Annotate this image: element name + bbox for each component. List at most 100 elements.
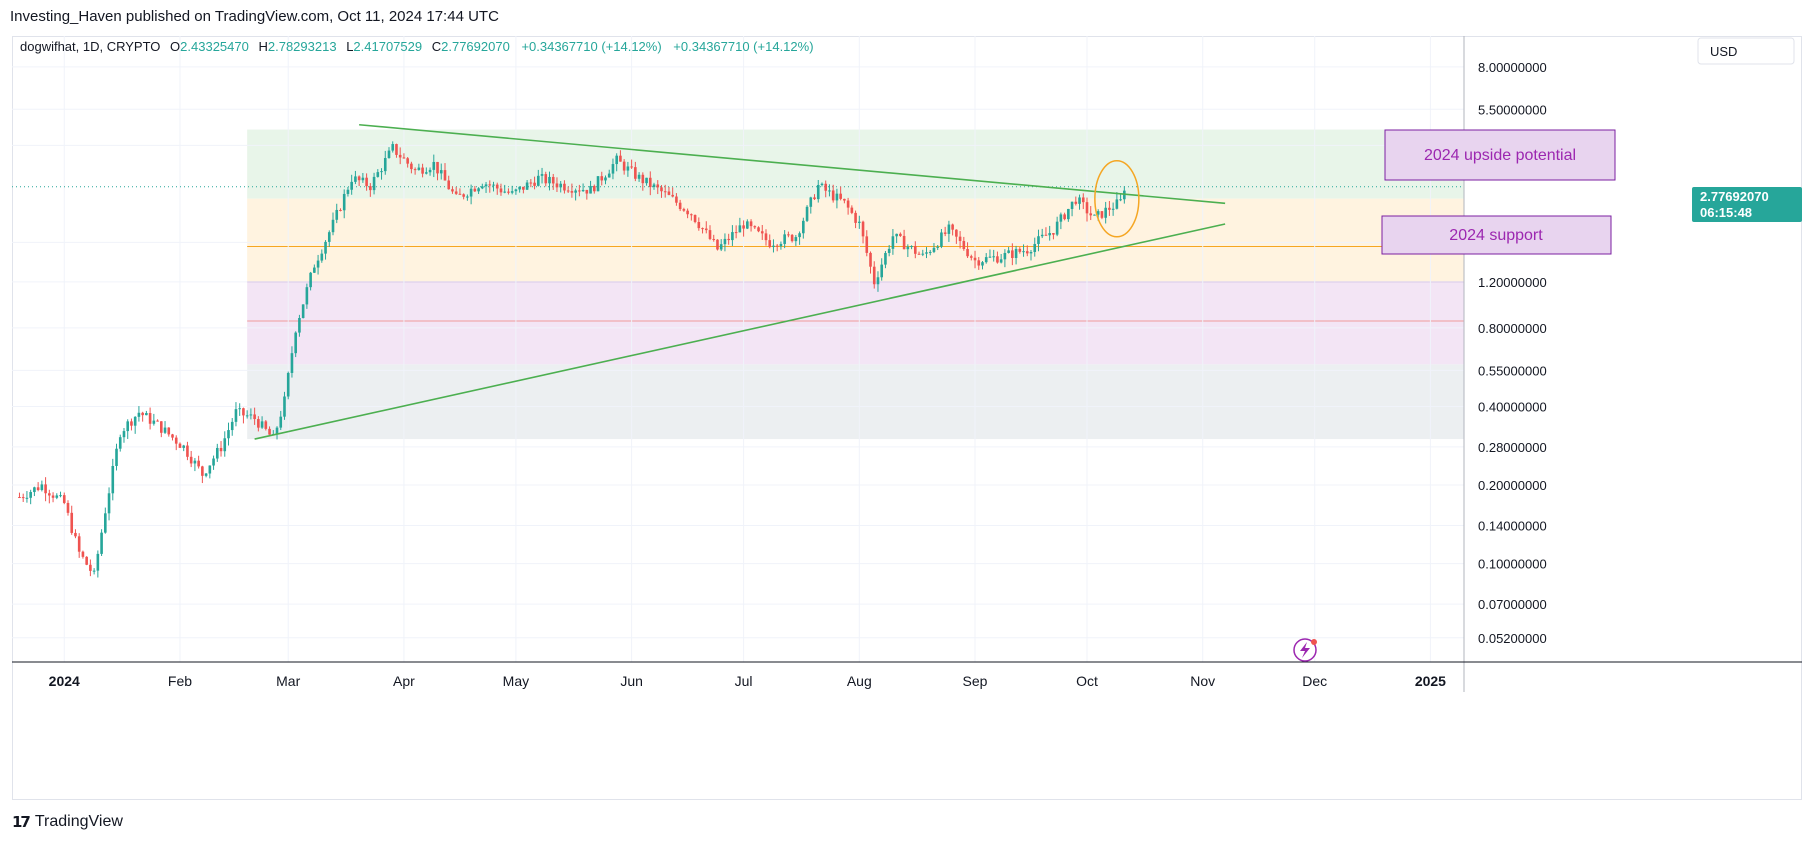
candle-body — [876, 277, 880, 285]
candle-body — [1089, 213, 1093, 216]
candle-body — [305, 287, 309, 305]
publish-header: Investing_Haven published on TradingView… — [10, 8, 499, 25]
y-tick-label: 0.14000000 — [1478, 518, 1547, 533]
trendline-1 — [254, 223, 1226, 440]
candle-body — [201, 466, 204, 476]
candle-body — [1022, 251, 1025, 253]
candle-body — [895, 233, 898, 237]
upside-potential-box[interactable]: 2024 upside potential — [1384, 129, 1616, 181]
chart-frame — [12, 36, 1802, 800]
candle-body — [260, 421, 264, 428]
candle-body — [802, 220, 805, 234]
candle-body — [447, 180, 451, 190]
candle-body — [182, 445, 186, 448]
x-tick-label: Oct — [1076, 673, 1098, 689]
candle-body — [264, 421, 268, 429]
candle-body — [178, 443, 182, 448]
lightning-icon[interactable] — [1293, 638, 1317, 662]
candle-body — [514, 189, 518, 192]
candle-body — [413, 169, 417, 171]
currency-button[interactable]: USD — [1697, 37, 1795, 65]
candle-body — [324, 241, 327, 254]
candle-body — [559, 183, 563, 188]
x-tick-label: Aug — [847, 673, 872, 689]
x-tick-label: Jul — [735, 673, 753, 689]
legend-open: 2.43325470 — [180, 39, 249, 54]
y-tick-label: 1.20000000 — [1478, 275, 1547, 290]
price-chart[interactable]: 2024 Feb Mar Apr May Jun Jul Aug Sep Oct Nov Dec 202… — [12, 36, 1802, 800]
candle-body — [996, 256, 999, 263]
x-tick-label: Sep — [963, 673, 988, 689]
candle-body — [372, 176, 376, 191]
candle-body — [570, 191, 574, 193]
candle-body — [227, 430, 230, 439]
candle-body — [1119, 199, 1122, 201]
candle-body — [619, 155, 622, 162]
candle-body — [92, 570, 96, 572]
candle-body — [719, 244, 723, 250]
x-tick-label: Nov — [1190, 673, 1215, 689]
candle-body — [1025, 251, 1029, 254]
breakout-circle — [1094, 159, 1140, 238]
candle-body — [902, 235, 906, 250]
candle-body — [361, 177, 365, 181]
candle-body — [59, 495, 62, 497]
candle-body — [286, 372, 290, 397]
candle-body — [604, 177, 607, 181]
candle-body — [335, 209, 339, 220]
candle-body — [268, 428, 271, 435]
y-tick-label: 0.80000000 — [1478, 321, 1547, 336]
candle-body — [249, 414, 253, 416]
candle-body — [693, 214, 697, 223]
candle-body — [290, 353, 294, 373]
legend-low: 2.41707529 — [353, 39, 422, 54]
candle-body — [320, 253, 324, 261]
legend-symbol: dogwifhat, 1D, CRYPTO — [20, 39, 160, 54]
candle-body — [969, 256, 973, 258]
candle-body — [21, 497, 25, 499]
candle-body — [1048, 233, 1051, 236]
candle-body — [749, 221, 753, 227]
candle-body — [223, 438, 227, 452]
tradingview-logo-icon[interactable]: 𝟭𝟳 — [12, 814, 31, 831]
candle-body — [634, 167, 637, 179]
candle-body — [380, 171, 383, 173]
candle-body — [544, 174, 548, 184]
candle-body — [917, 253, 921, 255]
candle-body — [891, 236, 895, 249]
candle-body — [678, 202, 682, 210]
candle-body — [977, 260, 981, 266]
candle-body — [406, 158, 409, 164]
candle-body — [33, 487, 36, 493]
candle-body — [622, 161, 626, 171]
candle-body — [999, 259, 1003, 263]
candle-body — [783, 234, 786, 244]
candle-body — [1070, 201, 1074, 209]
candle-body — [910, 246, 913, 248]
candle-body — [660, 187, 663, 192]
candle-body — [85, 556, 88, 565]
support-box[interactable]: 2024 support — [1381, 215, 1612, 255]
candle-body — [425, 172, 428, 174]
candle-body — [421, 167, 424, 174]
candle-body — [667, 191, 671, 195]
candle-body — [309, 272, 312, 288]
candle-body — [708, 230, 712, 239]
y-tick-label: 0.28000000 — [1478, 440, 1547, 455]
candle-body — [813, 197, 816, 200]
candle-body — [1044, 234, 1048, 236]
candle-body — [940, 232, 943, 247]
candle-body — [548, 176, 551, 184]
candle-body — [159, 421, 163, 433]
y-tick-label: 0.10000000 — [1478, 557, 1547, 572]
legend-change-2: +0.34367710 (+14.12%) — [673, 39, 813, 54]
legend-high-label: H — [258, 39, 267, 54]
last-price-countdown: 06:15:48 — [1700, 205, 1752, 220]
candle-body — [899, 233, 902, 236]
candle-body — [645, 177, 648, 184]
candle-body — [481, 186, 484, 189]
candle-body — [346, 189, 350, 194]
candle-body — [925, 252, 928, 254]
candle-body — [701, 228, 704, 230]
candle-body — [215, 447, 219, 459]
